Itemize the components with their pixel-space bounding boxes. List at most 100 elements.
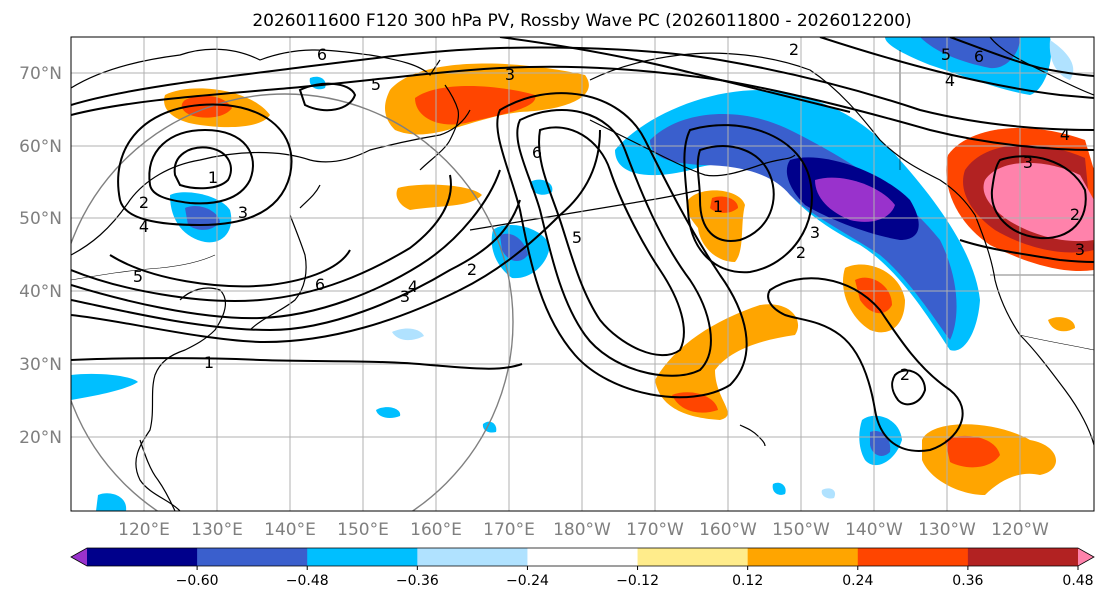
contour-label: 5: [941, 45, 951, 64]
lat-tick: 20°N: [19, 428, 62, 448]
contour-label: 3: [810, 223, 820, 242]
shade-positive-nw-america-pink: [983, 162, 1094, 242]
colorbar-segment: [967, 548, 1079, 566]
contour-label: 5: [371, 75, 381, 94]
contour-label: 3: [1023, 153, 1033, 172]
map-layers: 1 2 3 4 5 6 1 2 3 4 5 6 2 3 4 5 6 1 2 3 …: [71, 37, 1094, 511]
colorbar-tick-label: −0.60: [176, 573, 219, 589]
gridlines: [71, 37, 1094, 511]
lat-tick-labels: 70°N 60°N 50°N 40°N 30°N 20°N: [19, 64, 62, 448]
coast-kamchatka: [419, 84, 460, 171]
colorbar-segment: [87, 548, 198, 566]
shade-positive-tiny-baja: [1048, 317, 1075, 332]
shade-positive-kamchatka: [396, 184, 482, 210]
contour-label: 4: [1060, 125, 1070, 144]
contour-label: 5: [133, 267, 143, 286]
colorbar-segment: [417, 548, 528, 566]
lat-tick: 60°N: [19, 137, 62, 157]
contour-1: [71, 357, 523, 370]
colorbar-tick-label: −0.24: [506, 573, 549, 589]
contour-cutoff-outer: [767, 277, 964, 452]
lon-tick: 180°W: [553, 520, 611, 540]
colorbar-segment: [857, 548, 969, 566]
contour-ridge-east: [696, 145, 775, 242]
colorbar-segment: [197, 548, 308, 566]
contour-north-1: [71, 46, 1094, 131]
pv-contours: [71, 37, 1094, 452]
contour-cutoff-inner: [891, 369, 927, 406]
shade-negative-spot-3: [376, 407, 401, 418]
shade-positive-hawaii-band: [655, 304, 799, 420]
border-us-mexico: [1019, 334, 1094, 351]
figure-title: 2026011600 F120 300 hPa PV, Rossby Wave …: [252, 11, 911, 31]
lon-tick: 130°W: [918, 520, 976, 540]
contour-4: [71, 169, 501, 320]
lon-tick: 170°E: [483, 520, 535, 540]
colorbar-extend-min: [71, 548, 87, 566]
lon-tick: 170°W: [626, 520, 684, 540]
contour-label: 2: [900, 365, 910, 384]
contour-labels: 1 2 3 4 5 6 1 2 3 4 5 6 2 3 4 5 6 1 2 3 …: [133, 40, 1085, 384]
pv-anomaly-shading: [71, 37, 1094, 511]
contour-ridge-east-2: [683, 124, 813, 274]
shade-negative-alaska-purple: [815, 177, 895, 222]
colorbar-tick-label: −0.12: [616, 573, 659, 589]
lon-tick: 160°W: [699, 520, 757, 540]
contour-label: 3: [505, 65, 515, 84]
contour-label: 4: [139, 217, 149, 236]
contour-loop-siberia-outer: [117, 103, 293, 227]
lon-tick: 130°E: [191, 520, 243, 540]
contour-small-north: [298, 82, 357, 112]
lat-tick: 50°N: [19, 209, 62, 229]
shade-negative-spot-5: [772, 482, 786, 495]
contour-3: [71, 199, 521, 332]
colorbar-extend-max: [1078, 548, 1094, 566]
colorbar-segment: [307, 548, 418, 566]
contour-east-loop: [990, 155, 1087, 240]
lon-tick: 140°E: [264, 520, 316, 540]
colorbar-tick-label: 0.12: [732, 573, 763, 589]
lon-tick: 150°E: [337, 520, 389, 540]
contour-trough-central-2: [516, 109, 712, 377]
colorbar-tick-labels: −0.60 −0.48 −0.36 −0.24 −0.12 0.12 0.24 0.36 0.4…: [176, 566, 1094, 589]
contour-label: 5: [572, 228, 582, 247]
contour-label: 1: [208, 168, 218, 187]
colorbar-tick-label: −0.48: [286, 573, 329, 589]
contour-label: 3: [400, 287, 410, 306]
contour-label: 6: [315, 275, 325, 294]
shade-positive-bering-core: [415, 85, 536, 125]
shade-negative-arctic-core: [920, 37, 1020, 69]
shade-negative-spot-6: [821, 488, 836, 499]
colorbar-segment: [637, 548, 749, 566]
lon-tick: 120°W: [991, 520, 1049, 540]
colorbar-segment: [527, 548, 639, 566]
coast-japan: [249, 184, 321, 331]
lat-tick: 70°N: [19, 64, 62, 84]
contour-loop-siberia-core: [173, 146, 232, 190]
colorbar-outline: [70, 547, 1095, 567]
colorbar-segment: [747, 548, 859, 566]
contour-label: 6: [317, 45, 327, 64]
contour-label: 2: [1070, 205, 1080, 224]
contour-label: 2: [139, 193, 149, 212]
shade-negative-arctic-right: [1049, 40, 1074, 80]
colorbar: [70, 547, 1095, 567]
shade-positive-gulf-core: [710, 196, 738, 213]
contour-6: [109, 249, 351, 288]
colorbar-tick-label: −0.36: [396, 573, 439, 589]
shade-negative-spot-7: [96, 493, 127, 511]
contour-label: 2: [796, 243, 806, 262]
coast-asia: [71, 48, 471, 511]
contour-label: 1: [204, 353, 214, 372]
lon-tick: 140°W: [845, 520, 903, 540]
contour-label: 6: [532, 143, 542, 162]
lat-tick: 30°N: [19, 355, 62, 375]
contour-east-trough: [959, 239, 1094, 263]
coast-hawaii: [739, 424, 766, 447]
lon-tick: 160°E: [410, 520, 462, 540]
shade-negative-china: [71, 373, 138, 400]
colorbar-tick-label: 0.36: [952, 573, 983, 589]
coast-aleutians: [469, 189, 701, 231]
domain-circle: [71, 93, 514, 511]
